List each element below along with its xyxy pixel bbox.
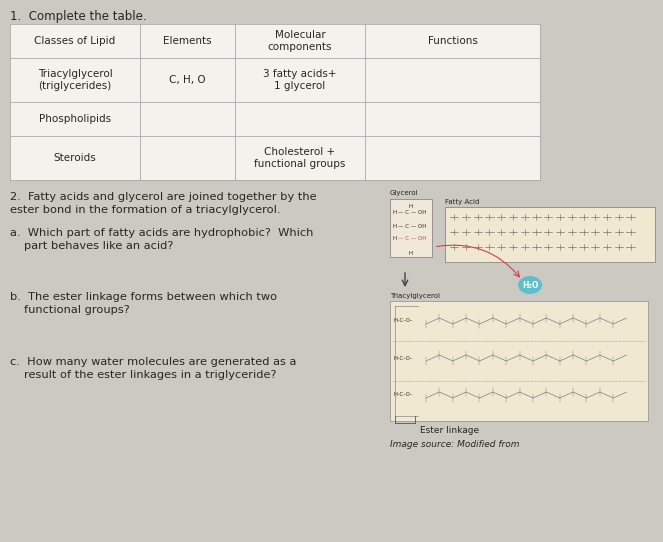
Bar (390, 301, 648, 421)
Text: c.  How many water molecules are generated as a: c. How many water molecules are generate… (10, 357, 296, 367)
Text: a.  Which part of fatty acids are hydrophobic?  Which: a. Which part of fatty acids are hydroph… (10, 228, 314, 238)
Text: Elements: Elements (163, 36, 211, 46)
Text: Fatty Acid: Fatty Acid (445, 199, 479, 205)
Text: H–C–O–: H–C–O– (394, 392, 413, 397)
Bar (390, 199, 432, 257)
Text: H: H (393, 236, 397, 242)
Text: Triacylglycerol
(triglycerides): Triacylglycerol (triglycerides) (38, 69, 112, 91)
Text: Image source: Modified from: Image source: Modified from (390, 440, 520, 449)
Text: H: H (409, 251, 413, 256)
Text: C, H, O: C, H, O (169, 75, 206, 85)
Text: Cholesterol +
functional groups: Cholesterol + functional groups (255, 147, 345, 169)
Text: functional groups?: functional groups? (24, 305, 130, 315)
Text: result of the ester linkages in a triglyceride?: result of the ester linkages in a trigly… (24, 370, 276, 380)
Text: ester bond in the formation of a triacylglycerol.: ester bond in the formation of a triacyl… (10, 205, 280, 215)
Text: Molecular
components: Molecular components (268, 30, 332, 52)
Text: Phospholipids: Phospholipids (39, 114, 111, 124)
Bar (445, 207, 655, 262)
Text: part behaves like an acid?: part behaves like an acid? (24, 241, 174, 251)
Text: Triacylglycerol: Triacylglycerol (390, 293, 440, 299)
Ellipse shape (518, 276, 542, 294)
Text: H₂O: H₂O (522, 281, 538, 289)
Text: H–C–O–: H–C–O– (394, 319, 413, 324)
Text: H: H (393, 210, 397, 216)
Text: Functions: Functions (428, 36, 477, 46)
Text: Classes of Lipid: Classes of Lipid (34, 36, 115, 46)
Text: Glycerol: Glycerol (390, 190, 418, 196)
Text: H–C–O–: H–C–O– (394, 356, 413, 360)
Text: H: H (393, 223, 397, 229)
Text: — C — OH: — C — OH (398, 236, 426, 242)
Text: — C — OH: — C — OH (398, 210, 426, 216)
Text: — C — OH: — C — OH (398, 223, 426, 229)
Text: b.  The ester linkage forms between which two: b. The ester linkage forms between which… (10, 292, 277, 302)
Text: 2.  Fatty acids and glycerol are joined together by the: 2. Fatty acids and glycerol are joined t… (10, 192, 317, 202)
Text: 1.  Complete the table.: 1. Complete the table. (10, 10, 147, 23)
Text: Steroids: Steroids (54, 153, 96, 163)
Text: 3 fatty acids+
1 glycerol: 3 fatty acids+ 1 glycerol (263, 69, 337, 91)
Text: H: H (409, 204, 413, 209)
Bar (10, 24, 540, 180)
Text: Ester linkage: Ester linkage (420, 426, 479, 435)
